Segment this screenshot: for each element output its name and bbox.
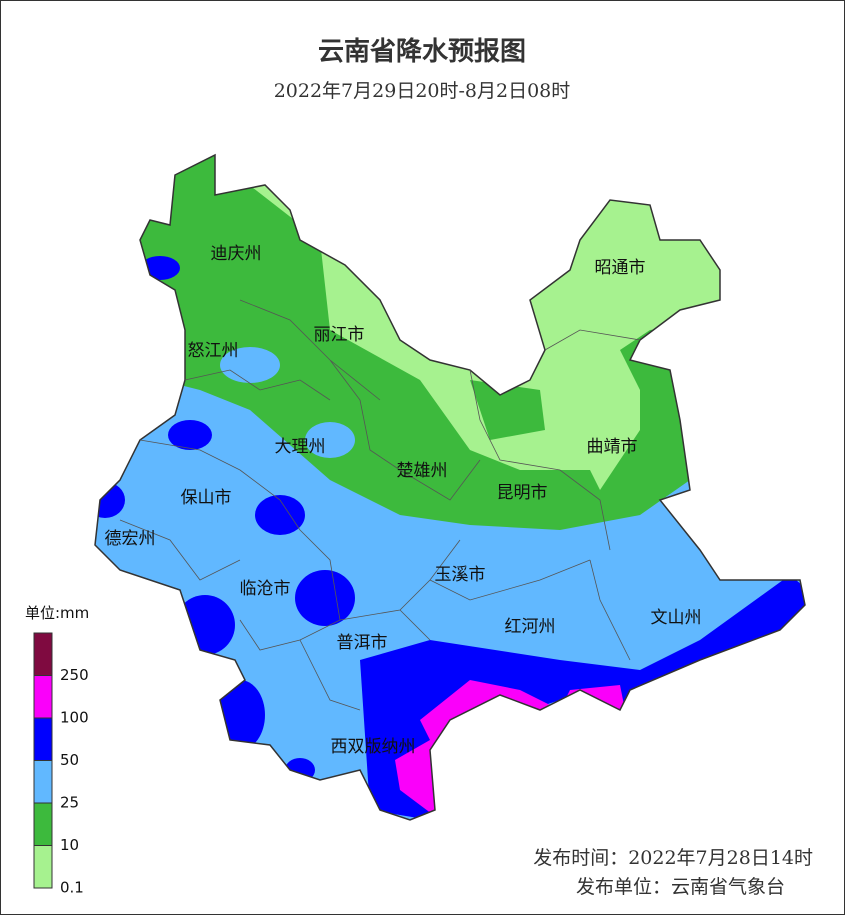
region-label: 红河州 — [505, 617, 556, 637]
region-label: 大理州 — [275, 437, 326, 457]
region-label: 文山州 — [651, 608, 702, 628]
legend-swatch — [33, 760, 53, 804]
region-label: 昆明市 — [497, 483, 548, 503]
region-label: 德宏州 — [105, 529, 156, 549]
prefecture-borders — [119, 299, 641, 711]
map-title: 云南省降水预报图 — [318, 36, 526, 67]
region-label: 保山市 — [181, 488, 232, 508]
region-label: 迪庆州 — [211, 244, 262, 264]
issue-time: 发布时间：2022年7月28日14时 — [533, 847, 813, 869]
issuer: 发布单位：云南省气象台 — [576, 876, 785, 898]
region-label: 西双版纳州 — [331, 737, 416, 757]
region-label: 曲靖市 — [587, 437, 638, 457]
region-label: 普洱市 — [337, 633, 388, 653]
map-subtitle: 2022年7月29日20时-8月2日08时 — [274, 80, 571, 102]
legend-unit: 单位:mm — [25, 604, 89, 622]
legend-swatch — [33, 802, 53, 846]
legend: 0.1 10 25 50 100 250 — [33, 632, 89, 897]
legend-swatch — [33, 717, 53, 761]
legend-swatch — [33, 675, 53, 719]
legend-swatch — [33, 845, 53, 889]
region-label: 楚雄州 — [397, 461, 448, 481]
region-label: 丽江市 — [314, 325, 365, 345]
legend-swatch — [33, 632, 53, 676]
legend-tick-label: 0.1 — [60, 879, 84, 897]
region-label: 昭通市 — [595, 258, 646, 278]
legend-tick-label: 100 — [60, 709, 89, 727]
legend-tick-label: 250 — [60, 666, 89, 684]
legend-tick-label: 25 — [60, 794, 79, 812]
region-label: 玉溪市 — [435, 565, 486, 585]
region-label: 临沧市 — [240, 579, 291, 599]
legend-tick-label: 10 — [60, 836, 79, 854]
region-label: 怒江州 — [188, 341, 239, 361]
legend-tick-label: 50 — [60, 751, 79, 769]
